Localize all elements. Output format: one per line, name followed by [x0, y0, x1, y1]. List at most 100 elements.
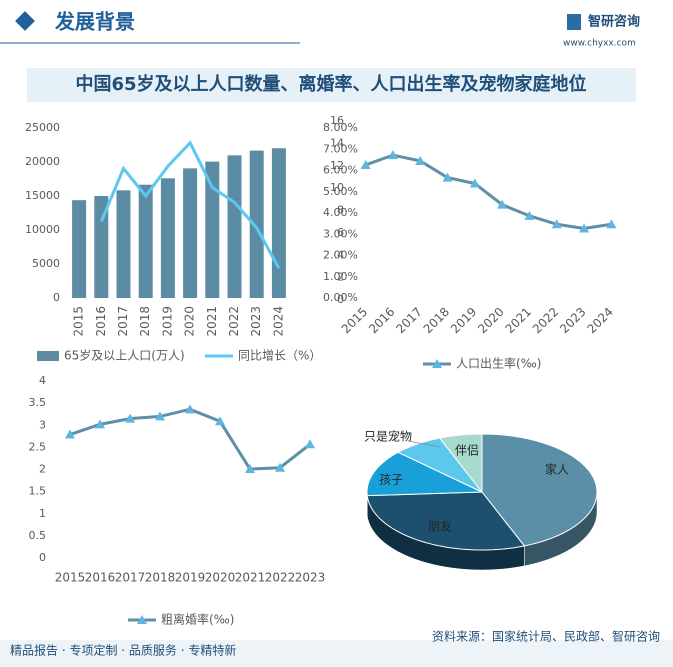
marker — [415, 155, 426, 165]
y-tick-label: 12 — [330, 159, 344, 172]
pie-slice — [366, 451, 483, 497]
y-tick-label: 10 — [330, 181, 344, 194]
y-tick-label: 0 — [53, 291, 60, 304]
x-tick-label: 2017 — [115, 571, 146, 585]
x-tick-label: 2017 — [116, 306, 130, 337]
bar — [249, 150, 264, 298]
marker — [497, 199, 508, 209]
y-tick-label: 20000 — [25, 155, 60, 168]
header-title: 发展背景 — [54, 10, 135, 34]
y-tick-label: 1 — [39, 507, 46, 520]
marker — [387, 150, 398, 160]
bar — [116, 190, 131, 298]
marker — [215, 416, 225, 426]
y-tick-label: 2 — [337, 271, 344, 284]
bar — [72, 200, 87, 298]
y-tick-label: 4 — [337, 248, 344, 261]
bar — [205, 161, 220, 298]
y-tick-label: 25000 — [25, 121, 60, 134]
bar — [138, 184, 153, 298]
legend-swatch — [37, 351, 59, 361]
y-tick-label: 14 — [330, 136, 344, 149]
y2-tick-label: 6.00% — [323, 164, 358, 177]
marker — [155, 411, 165, 421]
x-tick-label: 2021 — [235, 571, 266, 585]
main-title: 中国65岁及以上人口数量、离婚率、人口出生率及宠物家庭地位 — [75, 73, 586, 95]
marker — [469, 178, 480, 188]
y2-tick-label: 4.00% — [323, 206, 358, 219]
marker — [442, 172, 453, 182]
footer-slogan: 精品报告 · 专项定制 · 品质服务 · 专精特新 — [10, 643, 236, 658]
legend-marker — [432, 359, 442, 368]
y2-tick-label: 5.00% — [323, 185, 358, 198]
x-tick-label: 2022 — [227, 306, 241, 337]
pie-label: 只是宠物 — [364, 429, 412, 444]
y-tick-label: 2.5 — [29, 440, 47, 453]
pie-label: 伴侣 — [455, 443, 479, 458]
line — [365, 153, 612, 231]
marker — [606, 219, 617, 229]
y-tick-label: 0.5 — [29, 529, 47, 542]
y2-tick-label: 2.00% — [323, 249, 358, 262]
x-tick-label: 2021 — [205, 306, 219, 337]
line — [99, 140, 281, 269]
x-tick-label: 2023 — [249, 306, 263, 337]
marker — [305, 439, 315, 449]
x-tick-label: 2016 — [85, 571, 116, 585]
x-tick-label: 2023 — [295, 571, 326, 585]
x-tick-label: 2018 — [138, 306, 152, 337]
pie-slice — [366, 491, 526, 551]
y-tick-label: 15000 — [25, 189, 60, 202]
x-tick-label: 2022 — [265, 571, 296, 585]
y-tick-label: 10000 — [25, 223, 60, 236]
x-tick-label: 2016 — [94, 306, 108, 337]
bar — [94, 195, 109, 298]
y-tick-label: 16 — [330, 114, 344, 127]
y2-tick-label: 3.00% — [323, 227, 358, 240]
footer-source: 资料来源：国家统计局、民政部、智研咨询 — [432, 629, 660, 644]
charts: 0 5000 10000 15000 20000 25000 0.00% 1.00% 2.00%… — [25, 114, 617, 627]
logo: 智研咨询 — [588, 14, 640, 30]
pie-slice — [438, 433, 483, 494]
title-band — [27, 68, 636, 102]
legend-label: 65岁及以上人口(万人) — [64, 348, 185, 363]
y2-tick-label: 8.00% — [323, 121, 358, 134]
bar — [160, 178, 175, 298]
marker — [551, 219, 562, 229]
bar — [227, 155, 242, 298]
marker — [65, 429, 75, 439]
header-rule — [0, 42, 300, 44]
marker — [360, 159, 371, 169]
legend-marker — [137, 615, 147, 624]
pie-label: 家人 — [545, 462, 569, 477]
marker — [125, 413, 135, 423]
url: www.chyxx.com — [563, 39, 636, 49]
y2-tick-label: 1.00% — [323, 270, 358, 283]
marker — [95, 419, 105, 429]
y-tick-label: 8 — [337, 204, 344, 217]
marker — [275, 462, 285, 472]
header-icon — [15, 11, 35, 31]
logo-icon — [567, 14, 581, 30]
x-tick-label: 2015 — [72, 306, 86, 337]
legend-label: 人口出生率(‰) — [456, 356, 541, 371]
x-tick-label: 2020 — [205, 571, 236, 585]
legend-label: 粗离婚率(‰) — [161, 612, 234, 627]
x-tick-label: 2019 — [160, 306, 174, 337]
marker — [524, 210, 535, 220]
x-tick-label: 2024 — [271, 306, 285, 337]
y-tick-label: 3 — [39, 418, 46, 431]
leader-line — [407, 440, 441, 448]
y-tick-label: 5000 — [32, 257, 60, 270]
x-tick-label: 2018 — [145, 571, 176, 585]
legend-label: 同比增长（%） — [238, 349, 321, 363]
bar — [183, 168, 198, 298]
x-tick-label: 2020 — [183, 306, 197, 337]
pie-label: 朋友 — [428, 520, 452, 534]
y2-tick-label: 0.00% — [323, 291, 358, 304]
x-tick-label: 2015 — [55, 571, 86, 585]
y-tick-label: 0 — [39, 551, 46, 564]
y2-tick-label: 7.00% — [323, 142, 358, 155]
